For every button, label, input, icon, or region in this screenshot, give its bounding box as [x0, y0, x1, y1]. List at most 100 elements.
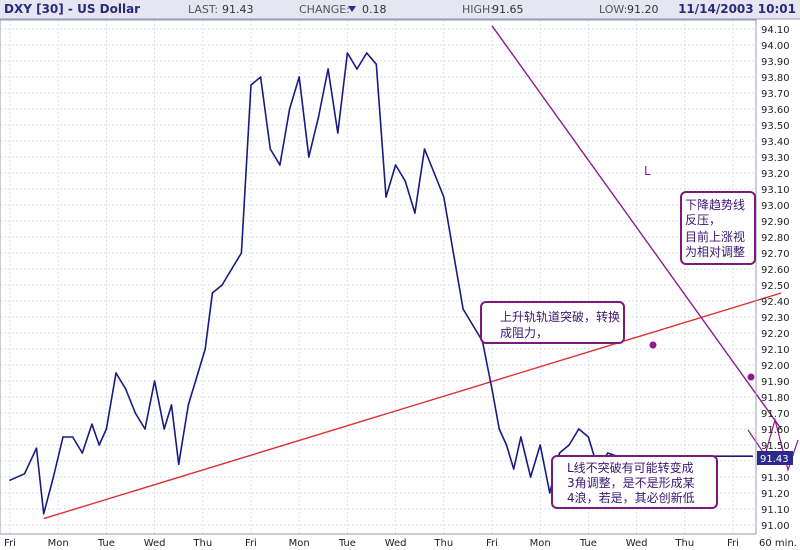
price-point: [732, 455, 734, 458]
trendline-downtrend: [491, 25, 782, 430]
y-tick-label: 92.30: [761, 313, 790, 324]
price-point: [505, 444, 508, 446]
price-point: [375, 63, 378, 65]
change-label: CHANGE:: [299, 3, 350, 16]
chart-datetime: 11/14/2003 10:01: [678, 2, 796, 16]
price-point: [549, 492, 551, 494]
grid: [0, 20, 756, 534]
note-triangle-line1: L线不突破有可能转变成: [567, 460, 694, 475]
plot-frame: [0, 19, 757, 535]
note-triangle-line2: 3角调整，是不是形成某: [567, 475, 695, 490]
note-triangle-line3: 4浪，若是，其必创新低: [567, 490, 695, 505]
x-tick-label: Tue: [338, 538, 356, 549]
note-uptrend-break-line2: 成阻力，: [500, 326, 548, 340]
price-point: [170, 404, 173, 406]
note-downtrend-line1: 下降趋势线: [685, 198, 745, 212]
price-point: [317, 116, 320, 118]
y-tick-label: 91.20: [761, 489, 790, 500]
y-tick-label: 91.50: [761, 441, 790, 452]
price-point: [587, 436, 590, 438]
price-point: [211, 292, 214, 294]
price-point: [269, 148, 272, 150]
y-tick-label: 93.20: [761, 169, 790, 180]
x-tick-label: Thu: [674, 538, 694, 549]
note-downtrend-line2: 反压，: [685, 213, 721, 227]
price-point: [279, 164, 281, 166]
header-bar: [0, 0, 800, 19]
price-point: [52, 476, 55, 478]
high-value: 91.65: [492, 3, 524, 16]
x-tick-label: Fri: [245, 538, 257, 549]
price-point: [356, 68, 358, 70]
y-tick-label: 93.40: [761, 137, 790, 148]
trendline-uptrend: [43, 292, 782, 520]
x-tick-label: Wed: [626, 538, 648, 549]
high-label: HIGH:: [462, 3, 494, 16]
price-point: [187, 404, 190, 406]
x-tick-label: Mon: [530, 538, 551, 549]
price-point: [539, 444, 541, 446]
price-point: [288, 108, 291, 110]
price-point: [298, 76, 301, 78]
price-point: [144, 428, 146, 430]
x-tick-label: Tue: [579, 538, 597, 549]
price-point: [404, 180, 407, 182]
price-point: [250, 84, 252, 86]
price-point: [124, 388, 127, 390]
price-point: [385, 196, 387, 198]
y-tick-label: 94.10: [761, 25, 790, 36]
x-tick-label: Thu: [192, 538, 212, 549]
symbol-title: DXY [30] - US Dollar: [4, 2, 140, 16]
note-uptrend-break: [480, 301, 625, 344]
low-label: LOW:: [599, 3, 627, 16]
x-tick-label: Mon: [48, 538, 69, 549]
letter-l-label: L: [644, 164, 651, 178]
price-point: [9, 479, 11, 482]
y-tick-label: 92.20: [761, 329, 790, 340]
price-point: [153, 380, 156, 382]
price-point: [606, 452, 609, 454]
price-point: [491, 388, 493, 390]
price-point: [578, 428, 580, 430]
price-point: [512, 468, 515, 470]
price-point: [423, 148, 426, 150]
note-downtrend-line3: 目前上涨视: [685, 229, 745, 244]
price-point: [81, 452, 84, 454]
price-point: [98, 444, 100, 446]
price-point: [529, 476, 532, 478]
x-tick-label: Fri: [727, 538, 739, 549]
y-tick-label: 91.60: [761, 425, 790, 436]
price-point: [568, 444, 570, 446]
y-tick-label: 91.70: [761, 409, 790, 420]
y-tick-label: 92.70: [761, 249, 790, 260]
downtrend-dot: [747, 373, 755, 381]
y-tick-label: 92.90: [761, 217, 790, 228]
price-point: [414, 212, 416, 214]
y-tick-label: 93.10: [761, 185, 790, 196]
price-point: [394, 164, 397, 166]
y-tick-label: 93.80: [761, 73, 790, 84]
down-arrow-icon: [348, 6, 356, 12]
last-value: 91.43: [222, 3, 254, 16]
price-point: [105, 428, 108, 430]
price-point: [134, 412, 137, 414]
price-point: [722, 455, 725, 458]
price-point: [71, 436, 74, 438]
y-tick-label: 93.90: [761, 57, 790, 68]
price-point: [62, 436, 64, 438]
x-tick-label: Mon: [289, 538, 310, 549]
x-tick-label: Thu: [433, 538, 453, 549]
price-point: [259, 76, 262, 78]
price-point: [433, 172, 436, 174]
price-point: [741, 455, 744, 458]
price-point: [337, 132, 339, 134]
y-tick-label: 92.80: [761, 233, 790, 244]
y-tick-label: 94.00: [761, 41, 790, 52]
price-point: [197, 372, 199, 374]
price-point: [204, 348, 206, 350]
y-tick-label: 93.50: [761, 121, 790, 132]
y-tick-label: 91.80: [761, 393, 790, 404]
price-point: [240, 252, 243, 254]
y-tick-label: 92.00: [761, 361, 790, 372]
x-tick-label: Tue: [97, 538, 115, 549]
